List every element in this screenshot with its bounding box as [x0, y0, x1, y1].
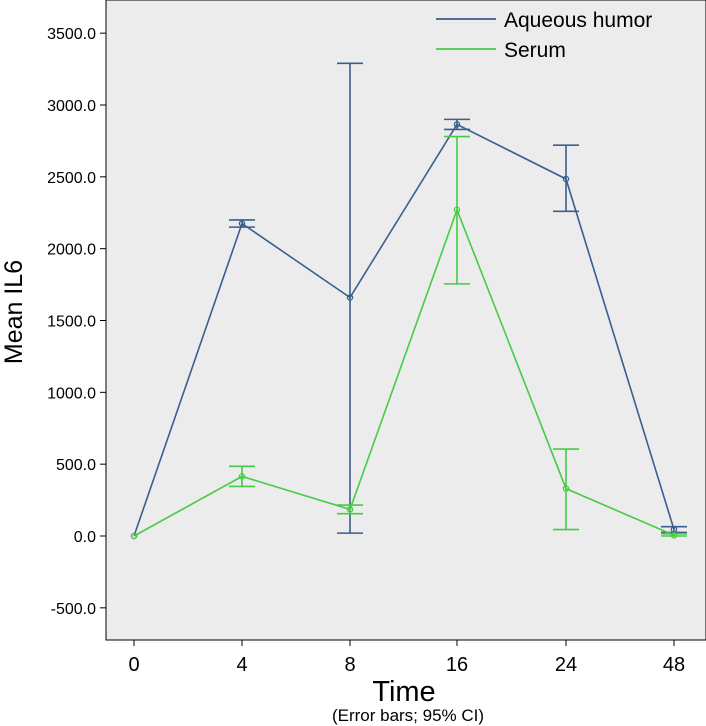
plot-area — [105, 0, 706, 641]
series-line — [133, 123, 675, 537]
y-tick-label: -500.0 — [51, 601, 96, 618]
x-axis: 0 4 8 16 24 48 — [128, 640, 685, 676]
x-axis-title: Time — [372, 676, 435, 708]
error-bar-note: (Error bars; 95% CI) — [332, 706, 484, 725]
data-point — [453, 121, 461, 128]
data-point — [346, 506, 354, 513]
data-point — [562, 485, 570, 492]
y-axis: 3500.0 3000.0 2500.0 2000.0 1500.0 1000.0 500.… — [47, 26, 106, 618]
data-point — [670, 532, 678, 539]
y-tick-label: 3000.0 — [47, 98, 96, 115]
series-layer — [130, 62, 687, 540]
data-point — [238, 473, 246, 480]
x-tick-label: 4 — [236, 654, 247, 676]
data-point — [453, 206, 461, 214]
data-point — [130, 532, 138, 540]
y-tick-label: 2500.0 — [47, 170, 96, 187]
x-tick-label: 48 — [663, 654, 685, 676]
legend-label: Serum — [504, 39, 566, 62]
x-tick-label: 16 — [446, 654, 468, 676]
series-serum — [130, 135, 687, 540]
y-tick-label: 1500.0 — [47, 314, 96, 331]
series-line — [133, 207, 675, 537]
legend-label: Aqueous humor — [504, 9, 652, 32]
data-point — [346, 294, 354, 301]
y-tick-label: 0.0 — [74, 529, 96, 546]
legend: Aqueous humor Serum — [436, 9, 652, 62]
x-tick-label: 0 — [128, 654, 139, 676]
x-tick-label: 24 — [555, 654, 577, 676]
x-tick-label: 8 — [344, 654, 355, 676]
y-tick-label: 2000.0 — [47, 242, 96, 259]
data-point — [562, 175, 570, 183]
y-tick-label: 500.0 — [56, 457, 96, 474]
y-tick-label: 3500.0 — [47, 26, 96, 43]
y-tick-label: 1000.0 — [47, 385, 96, 402]
y-axis-title: Mean IL6 — [0, 260, 28, 364]
data-point — [238, 220, 246, 227]
